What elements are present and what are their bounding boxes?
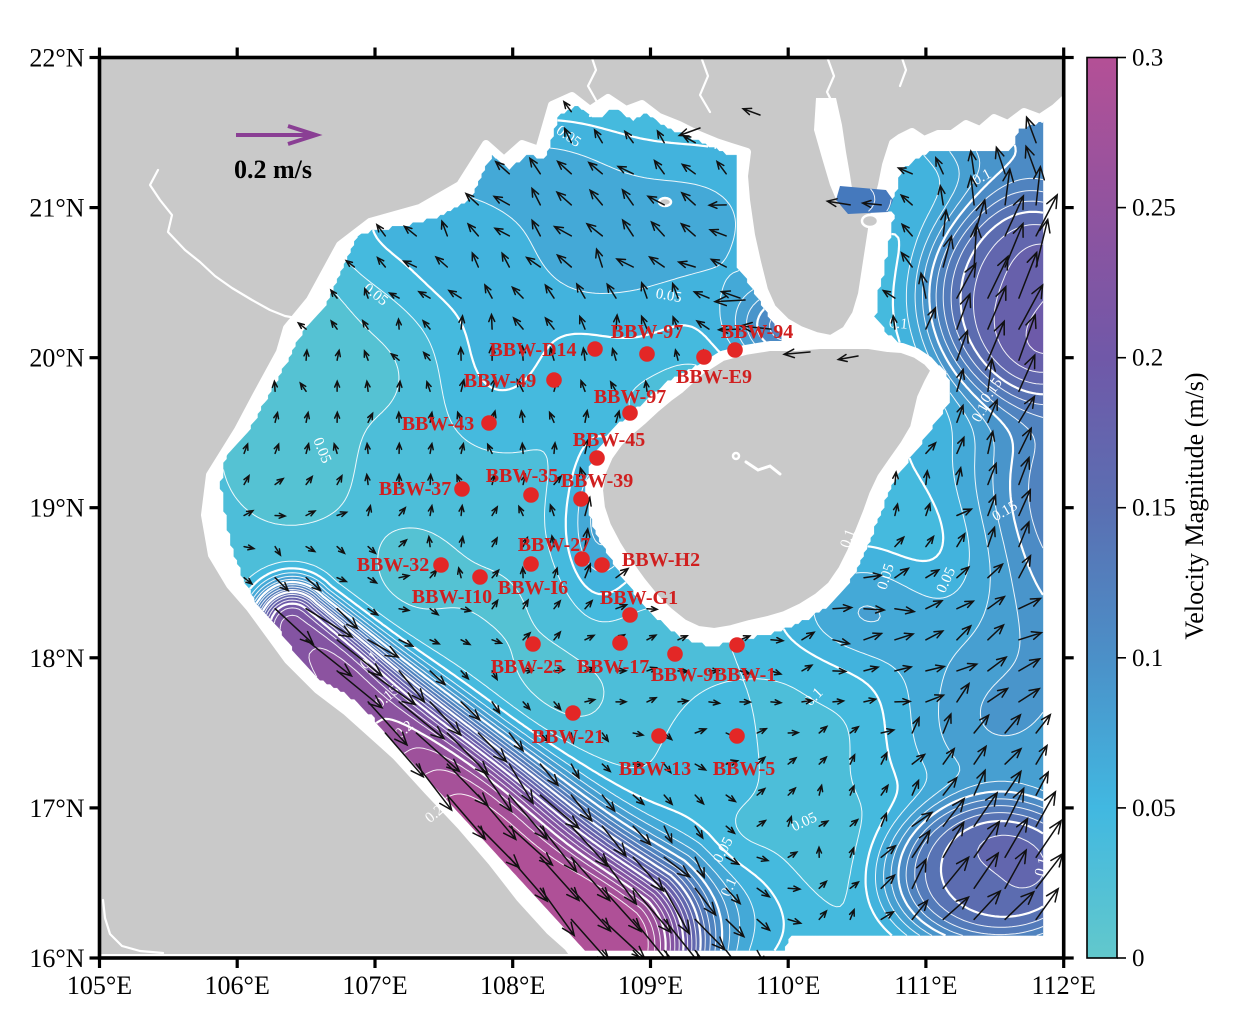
svg-text:Velocity Magnitude (m/s): Velocity Magnitude (m/s) bbox=[1180, 372, 1209, 639]
svg-text:BBW-37: BBW-37 bbox=[379, 478, 452, 500]
svg-text:BBW-9: BBW-9 bbox=[651, 664, 714, 686]
svg-text:108°E: 108°E bbox=[480, 971, 545, 1000]
svg-text:0.2: 0.2 bbox=[1132, 345, 1163, 372]
svg-text:21°N: 21°N bbox=[29, 194, 84, 223]
svg-text:BBW-97: BBW-97 bbox=[594, 386, 667, 408]
svg-text:0.15: 0.15 bbox=[1132, 495, 1176, 522]
svg-text:0.1: 0.1 bbox=[838, 527, 859, 550]
svg-text:BBW-17: BBW-17 bbox=[577, 656, 650, 678]
svg-text:BBW-21: BBW-21 bbox=[532, 726, 605, 748]
svg-text:BBW-H2: BBW-H2 bbox=[622, 549, 700, 571]
svg-text:BBW-13: BBW-13 bbox=[619, 758, 692, 780]
svg-text:0.1: 0.1 bbox=[1132, 645, 1163, 672]
svg-text:BBW-94: BBW-94 bbox=[721, 321, 794, 343]
svg-text:18°N: 18°N bbox=[29, 644, 84, 673]
svg-text:109°E: 109°E bbox=[618, 971, 683, 1000]
svg-text:0.05: 0.05 bbox=[1132, 795, 1176, 822]
svg-text:BBW-I10: BBW-I10 bbox=[412, 586, 492, 608]
svg-text:BBW-45: BBW-45 bbox=[573, 429, 646, 451]
svg-text:16°N: 16°N bbox=[29, 944, 84, 973]
svg-text:107°E: 107°E bbox=[342, 971, 407, 1000]
svg-text:0.25: 0.25 bbox=[1132, 195, 1176, 222]
svg-text:BBW-5: BBW-5 bbox=[713, 758, 776, 780]
svg-text:BBW-1: BBW-1 bbox=[714, 664, 777, 686]
svg-text:0: 0 bbox=[1132, 945, 1145, 972]
svg-text:BBW-G1: BBW-G1 bbox=[600, 587, 678, 609]
svg-text:0.3: 0.3 bbox=[1132, 45, 1163, 72]
svg-text:BBW-49: BBW-49 bbox=[464, 370, 537, 392]
svg-text:BBW-E9: BBW-E9 bbox=[676, 366, 752, 388]
svg-text:BBW-39: BBW-39 bbox=[561, 470, 634, 492]
svg-text:22°N: 22°N bbox=[29, 44, 84, 73]
svg-text:BBW-I6: BBW-I6 bbox=[498, 577, 568, 599]
svg-text:0.1: 0.1 bbox=[970, 166, 994, 189]
svg-text:0.05: 0.05 bbox=[875, 562, 898, 592]
svg-text:112°E: 112°E bbox=[1032, 971, 1096, 1000]
svg-text:0.2 m/s: 0.2 m/s bbox=[234, 155, 312, 184]
svg-text:BBW-27: BBW-27 bbox=[518, 534, 591, 556]
svg-text:105°E: 105°E bbox=[67, 971, 132, 1000]
svg-text:BBW-D14: BBW-D14 bbox=[489, 339, 576, 361]
svg-text:20°N: 20°N bbox=[29, 344, 84, 373]
svg-text:BBW-97: BBW-97 bbox=[611, 321, 684, 343]
svg-text:BBW-35: BBW-35 bbox=[486, 465, 559, 487]
svg-text:0.1: 0.1 bbox=[1032, 856, 1052, 878]
svg-text:BBW-32: BBW-32 bbox=[357, 554, 430, 576]
svg-text:BBW-25: BBW-25 bbox=[491, 656, 564, 678]
svg-text:17°N: 17°N bbox=[29, 794, 84, 823]
svg-text:0.1: 0.1 bbox=[888, 315, 908, 333]
svg-text:106°E: 106°E bbox=[205, 971, 270, 1000]
svg-text:0.1: 0.1 bbox=[718, 875, 740, 899]
svg-text:111°E: 111°E bbox=[894, 971, 957, 1000]
svg-text:110°E: 110°E bbox=[756, 971, 820, 1000]
svg-text:BBW-43: BBW-43 bbox=[402, 413, 475, 435]
svg-text:19°N: 19°N bbox=[29, 494, 84, 523]
